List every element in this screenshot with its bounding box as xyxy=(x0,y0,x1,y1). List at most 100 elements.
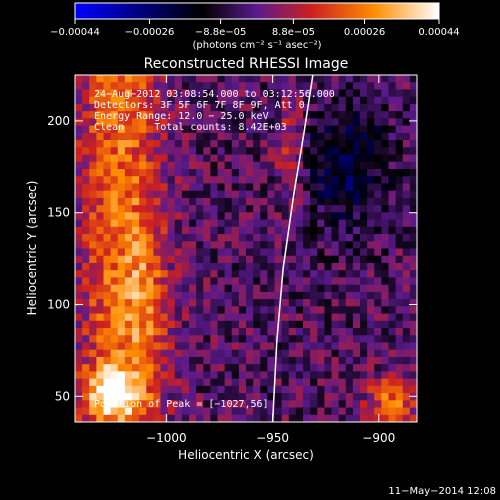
heatmap-cell xyxy=(338,335,347,343)
heatmap-cell xyxy=(210,277,218,286)
heatmap-cell xyxy=(395,241,404,249)
heatmap-cell xyxy=(174,103,183,112)
heatmap-cell xyxy=(75,234,83,242)
heatmap-cell xyxy=(295,125,304,134)
heatmap-cell xyxy=(295,284,304,293)
heatmap-cell xyxy=(246,190,254,199)
heatmap-cell xyxy=(388,320,397,329)
heatmap-cell xyxy=(274,270,283,278)
heatmap-cell xyxy=(153,161,161,170)
heatmap-cell xyxy=(331,262,340,271)
heatmap-cell xyxy=(224,75,233,83)
heatmap-cell xyxy=(96,125,104,134)
heatmap-cell xyxy=(75,176,83,184)
heatmap-cell xyxy=(196,205,204,213)
heatmap-cell xyxy=(331,103,340,112)
heatmap-cell xyxy=(153,262,161,271)
colorbar-tick-label: −0.00026 xyxy=(125,27,175,38)
heatmap-cell xyxy=(117,291,126,300)
heatmap-cell xyxy=(317,414,325,422)
heatmap-cell xyxy=(310,335,318,343)
heatmap-cell xyxy=(82,270,90,278)
heatmap-cell xyxy=(395,205,404,213)
heatmap-cell xyxy=(402,161,411,170)
heatmap-cell xyxy=(210,176,218,184)
heatmap-cell xyxy=(338,161,347,170)
heatmap-cell xyxy=(224,371,233,380)
heatmap-cell xyxy=(409,82,417,90)
heatmap-cell xyxy=(167,356,176,365)
heatmap-cell xyxy=(310,75,318,83)
heatmap-cell xyxy=(246,407,254,416)
heatmap-cell xyxy=(281,270,290,278)
heatmap-cell xyxy=(160,140,169,148)
heatmap-cell xyxy=(174,277,183,286)
heatmap-cell xyxy=(310,147,318,155)
heatmap-cell xyxy=(310,262,318,271)
heatmap-cell xyxy=(295,248,304,257)
heatmap-cell xyxy=(288,154,297,163)
heatmap-cell xyxy=(288,212,297,220)
heatmap-cell xyxy=(260,378,268,387)
heatmap-cell xyxy=(324,168,332,177)
heatmap-cell xyxy=(167,219,176,228)
heatmap-cell xyxy=(217,313,226,322)
heatmap-cell xyxy=(174,328,183,336)
heatmap-cell xyxy=(253,400,261,408)
heatmap-cell xyxy=(160,291,169,300)
heatmap-cell xyxy=(203,335,211,343)
heatmap-cell xyxy=(381,96,389,105)
heatmap-cell xyxy=(274,262,283,271)
heatmap-cell xyxy=(367,147,375,155)
heatmap-cell xyxy=(281,75,290,83)
heatmap-cell xyxy=(124,270,133,278)
heatmap-cell xyxy=(281,262,290,271)
heatmap-cell xyxy=(153,378,161,387)
heatmap-cell xyxy=(274,212,283,220)
heatmap-cell xyxy=(75,140,83,148)
heatmap-cell xyxy=(238,378,247,387)
heatmap-cell xyxy=(110,270,119,278)
heatmap-cell xyxy=(246,96,254,105)
heatmap-cell xyxy=(317,407,325,416)
heatmap-cell xyxy=(217,356,226,365)
heatmap-cell xyxy=(395,313,404,322)
heatmap-cell xyxy=(132,328,140,336)
heatmap-cell xyxy=(75,190,83,199)
heatmap-cell xyxy=(267,132,275,141)
heatmap-cell xyxy=(75,356,83,365)
heatmap-cell xyxy=(181,393,190,401)
heatmap-cell xyxy=(317,96,325,105)
heatmap-cell xyxy=(153,96,161,105)
heatmap-cell xyxy=(381,306,389,314)
heatmap-cell xyxy=(196,407,204,416)
heatmap-cell xyxy=(160,414,169,422)
heatmap-cell xyxy=(181,248,190,257)
heatmap-cell xyxy=(117,241,126,249)
heatmap-cell xyxy=(189,212,197,220)
heatmap-cell xyxy=(260,414,268,422)
heatmap-cell xyxy=(82,212,90,220)
heatmap-cell xyxy=(231,248,240,257)
heatmap-cell xyxy=(210,255,218,264)
heatmap-cell xyxy=(338,248,347,257)
heatmap-cell xyxy=(324,364,332,372)
heatmap-cell xyxy=(253,212,261,220)
heatmap-cell xyxy=(238,335,247,343)
heatmap-cell xyxy=(395,335,404,343)
heatmap-cell xyxy=(260,385,268,394)
heatmap-cell xyxy=(89,197,97,206)
heatmap-cell xyxy=(352,197,361,206)
heatmap-cell xyxy=(402,125,411,134)
heatmap-cell xyxy=(217,385,226,394)
heatmap-cell xyxy=(274,349,283,358)
heatmap-cell xyxy=(160,356,169,365)
heatmap-cell xyxy=(260,407,268,416)
heatmap-cell xyxy=(110,103,119,112)
heatmap-cell xyxy=(374,414,382,422)
heatmap-cell xyxy=(310,212,318,220)
heatmap-cell xyxy=(360,111,368,119)
heatmap-cell xyxy=(331,75,340,83)
heatmap-cell xyxy=(260,349,268,358)
heatmap-cell xyxy=(210,371,218,380)
